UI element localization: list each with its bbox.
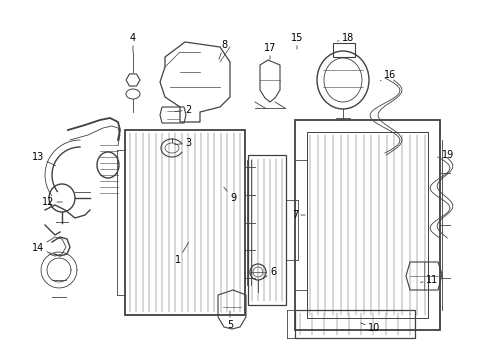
Text: 5: 5 <box>226 311 233 330</box>
Text: 12: 12 <box>42 197 62 207</box>
Text: 19: 19 <box>437 150 453 160</box>
Bar <box>332 43 354 57</box>
Text: 11: 11 <box>420 275 437 285</box>
Bar <box>306 132 427 318</box>
Bar <box>294 310 414 338</box>
Text: 10: 10 <box>360 323 379 333</box>
Text: 16: 16 <box>380 70 395 81</box>
Text: 18: 18 <box>337 33 353 43</box>
Text: 3: 3 <box>174 138 191 148</box>
Bar <box>125 130 244 315</box>
Text: 4: 4 <box>130 33 136 52</box>
Text: 9: 9 <box>224 187 236 203</box>
Text: 2: 2 <box>174 105 191 115</box>
Text: 8: 8 <box>219 40 226 59</box>
Text: 14: 14 <box>32 243 52 254</box>
Bar <box>294 120 439 330</box>
Text: 15: 15 <box>290 33 303 49</box>
Text: 1: 1 <box>175 242 188 265</box>
Text: 13: 13 <box>32 152 56 166</box>
Text: 7: 7 <box>291 210 305 220</box>
Bar <box>247 155 285 305</box>
Text: 6: 6 <box>263 267 276 278</box>
Text: 17: 17 <box>263 43 276 59</box>
